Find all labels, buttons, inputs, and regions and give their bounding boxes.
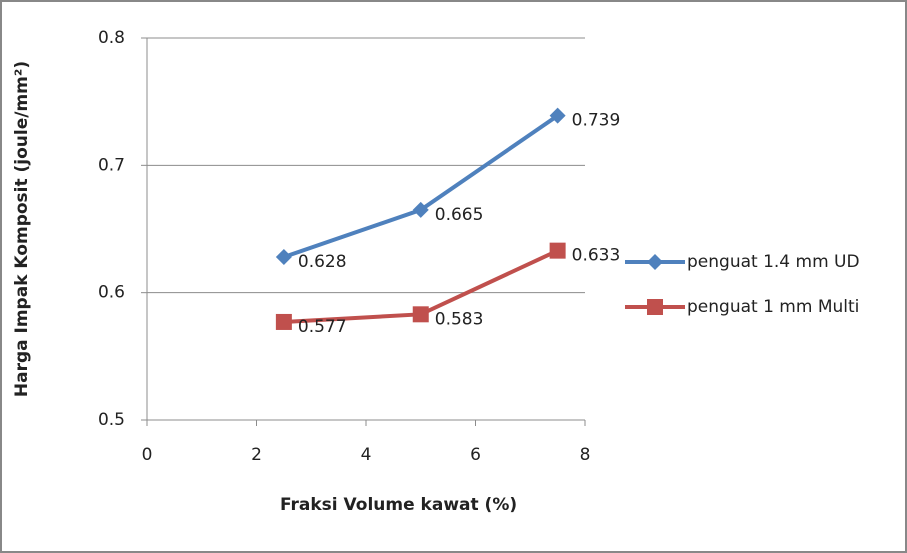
x-tick-label: 2 — [251, 445, 262, 465]
data-label: 0.739 — [572, 111, 621, 131]
x-tick-label: 4 — [361, 445, 372, 465]
x-tick-label: 6 — [470, 445, 481, 465]
y-axis-label: Harga Impak Komposit (joule/mm²) — [12, 61, 32, 397]
marker — [412, 306, 429, 323]
legend-label: penguat 1 mm Multi — [687, 297, 859, 317]
marker — [647, 299, 663, 315]
marker — [275, 249, 292, 266]
legend-label: penguat 1.4 mm UD — [687, 252, 860, 272]
data-label: 0.583 — [435, 309, 484, 329]
data-label: 0.628 — [298, 252, 347, 272]
y-tick-label: 0.7 — [98, 155, 125, 175]
y-tick-label: 0.5 — [98, 410, 125, 430]
marker — [275, 313, 292, 330]
marker — [412, 201, 429, 218]
y-tick-label: 0.8 — [98, 28, 125, 48]
x-tick-label: 8 — [580, 445, 591, 465]
marker — [647, 254, 663, 270]
data-label: 0.633 — [572, 246, 621, 266]
data-label: 0.665 — [435, 205, 484, 225]
data-label: 0.577 — [298, 317, 347, 337]
x-tick-label: 0 — [142, 445, 153, 465]
x-axis-label: Fraksi Volume kawat (%) — [280, 495, 517, 515]
marker — [549, 242, 566, 259]
marker — [549, 107, 566, 124]
y-tick-label: 0.6 — [98, 283, 125, 303]
